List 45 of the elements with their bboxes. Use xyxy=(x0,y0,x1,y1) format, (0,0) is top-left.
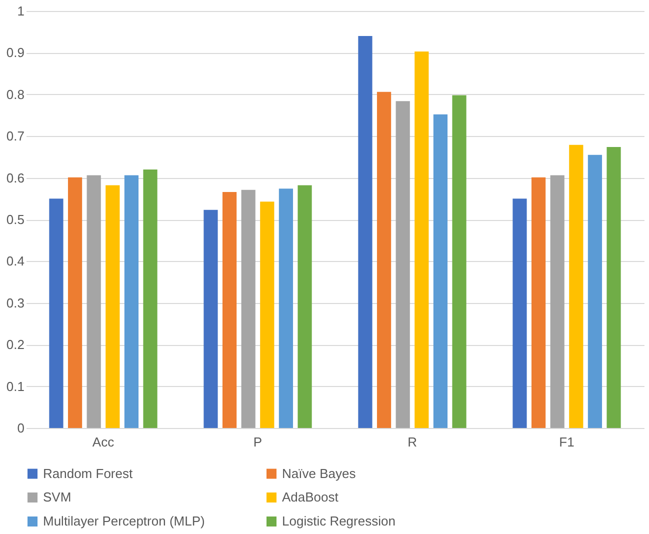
bar xyxy=(106,185,120,428)
bar xyxy=(588,154,602,428)
y-tick-label: 0.9 xyxy=(6,45,24,60)
legend-label: Random Forest xyxy=(43,466,133,481)
bar xyxy=(550,175,564,428)
y-tick-label: 0.2 xyxy=(6,337,24,352)
bar xyxy=(358,36,372,428)
y-tick-label: 0.3 xyxy=(6,295,24,310)
bar xyxy=(512,198,527,428)
bar xyxy=(433,114,448,428)
y-tick-label: 0.4 xyxy=(6,254,24,269)
y-tick-label: 1 xyxy=(17,4,24,18)
legend-label: SVM xyxy=(43,490,72,504)
bar xyxy=(222,192,237,428)
x-tick-label: R xyxy=(408,434,417,450)
x-tick-label: F1 xyxy=(559,434,574,450)
y-tick-label: 0.6 xyxy=(6,170,24,186)
legend-label: Logistic Regression xyxy=(282,514,396,528)
bar xyxy=(452,95,466,428)
x-tick-label: Acc xyxy=(92,434,115,450)
bar xyxy=(298,185,312,428)
legend-label: AdaBoost xyxy=(282,490,339,504)
y-tick-label: 0.8 xyxy=(6,86,24,102)
legend-label: Naïve Bayes xyxy=(282,466,356,481)
y-tick-label: 0.5 xyxy=(6,212,24,227)
bar xyxy=(606,146,621,428)
bar xyxy=(241,190,256,428)
legend-label: Multilayer Perceptron (MLP) xyxy=(43,514,205,528)
bar xyxy=(376,92,392,428)
y-tick-label: 0 xyxy=(17,420,24,436)
bar xyxy=(414,51,429,428)
bar xyxy=(143,169,158,428)
bar xyxy=(68,177,82,428)
y-tick-label: 0.1 xyxy=(6,378,24,394)
bar xyxy=(260,202,274,428)
bar xyxy=(86,175,101,428)
y-tick-label: 0.7 xyxy=(6,128,24,144)
bar xyxy=(531,177,546,428)
bar xyxy=(124,175,139,428)
bar xyxy=(278,188,294,428)
x-tick-label: P xyxy=(253,434,262,450)
bar xyxy=(396,101,410,428)
bar xyxy=(49,198,64,428)
bar xyxy=(204,210,218,428)
bar xyxy=(569,144,584,428)
